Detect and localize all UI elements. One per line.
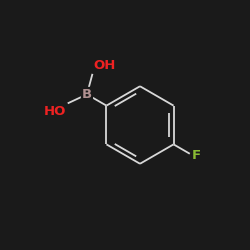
Text: HO: HO [44,104,66,118]
Text: B: B [82,88,92,101]
Text: F: F [192,148,201,162]
Text: OH: OH [94,59,116,72]
